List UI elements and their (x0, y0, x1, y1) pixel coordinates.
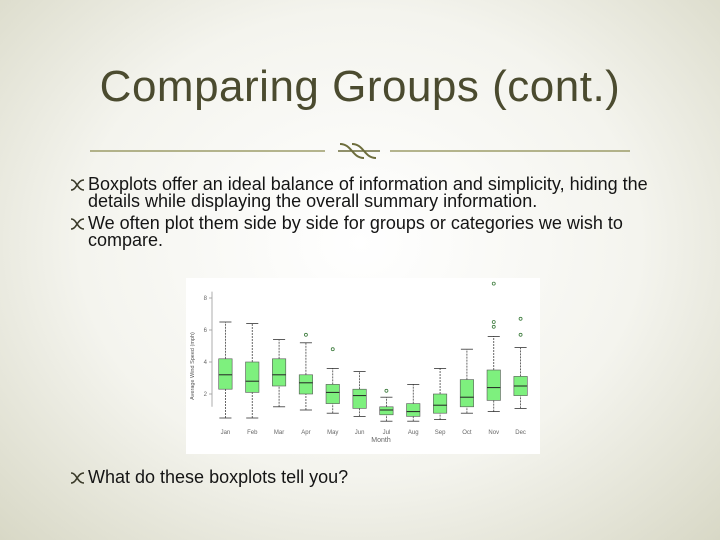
outlier-point (491, 281, 496, 286)
outlier-point (518, 332, 523, 337)
box-jan (218, 358, 233, 390)
double-curl-icon (338, 143, 380, 159)
bullet-text: Boxplots offer an ideal balance of infor… (88, 174, 648, 211)
x-tick-label: Dec (515, 430, 526, 436)
box-jun (352, 388, 367, 409)
bullet-item: We often plot them side by side for grou… (70, 213, 670, 250)
y-tick-label: 4 (204, 360, 208, 366)
x-tick-label: Feb (247, 430, 258, 436)
outlier-point (491, 320, 496, 324)
x-axis-label: Month (371, 437, 391, 444)
bullet-item: What do these boxplots tell you? (70, 467, 670, 487)
outlier-point (518, 316, 523, 321)
x-tick-label: Apr (301, 430, 310, 436)
question-bullet: What do these boxplots tell you? (70, 467, 670, 487)
x-tick-label: Oct (462, 430, 472, 436)
box-apr (298, 374, 313, 395)
x-tick-label: Jan (221, 430, 231, 436)
bullet-list: Boxplots offer an ideal balance of infor… (70, 174, 670, 250)
curl-bullet-icon (70, 218, 85, 230)
title-divider (90, 143, 630, 159)
outlier-point (384, 388, 389, 393)
box-mar (272, 358, 287, 387)
x-tick-label: Sep (435, 430, 446, 436)
y-axis-label: Average Wind Speed (mph) (190, 332, 196, 400)
boxplot-svg: Average Wind Speed (mph) Month 2 4 6 8 Jan Fe… (190, 281, 528, 444)
bullet-text: What do these boxplots tell you? (88, 467, 349, 487)
x-tick-label: May (327, 430, 338, 436)
x-tick-label: Jul (383, 430, 391, 436)
bullet-text: We often plot them side by side for grou… (88, 213, 623, 250)
box-feb (245, 361, 260, 393)
box-may (325, 384, 340, 404)
outlier-point (304, 332, 308, 337)
box-jul (379, 406, 394, 416)
box-oct (459, 379, 474, 408)
y-tick-label: 8 (204, 296, 208, 302)
outlier-point (330, 347, 335, 352)
curl-bullet-icon (70, 472, 85, 484)
x-tick-label: Mar (274, 430, 284, 436)
x-tick-label: Jun (355, 430, 365, 436)
slide-title: Comparing Groups (cont.) (99, 62, 621, 111)
box-aug (406, 403, 421, 417)
box-sep (433, 393, 448, 414)
y-tick-label: 2 (204, 392, 208, 398)
x-tick-label: Nov (488, 430, 499, 436)
box-nov (486, 369, 501, 401)
outlier-point (491, 324, 496, 329)
y-tick-label: 6 (204, 328, 208, 334)
boxplot-chart: Average Wind Speed (mph) Month 2 4 6 8 Jan Fe… (186, 278, 540, 454)
bullet-item: Boxplots offer an ideal balance of infor… (70, 174, 670, 211)
x-tick-label: Aug (408, 430, 419, 436)
curl-bullet-icon (70, 179, 85, 191)
